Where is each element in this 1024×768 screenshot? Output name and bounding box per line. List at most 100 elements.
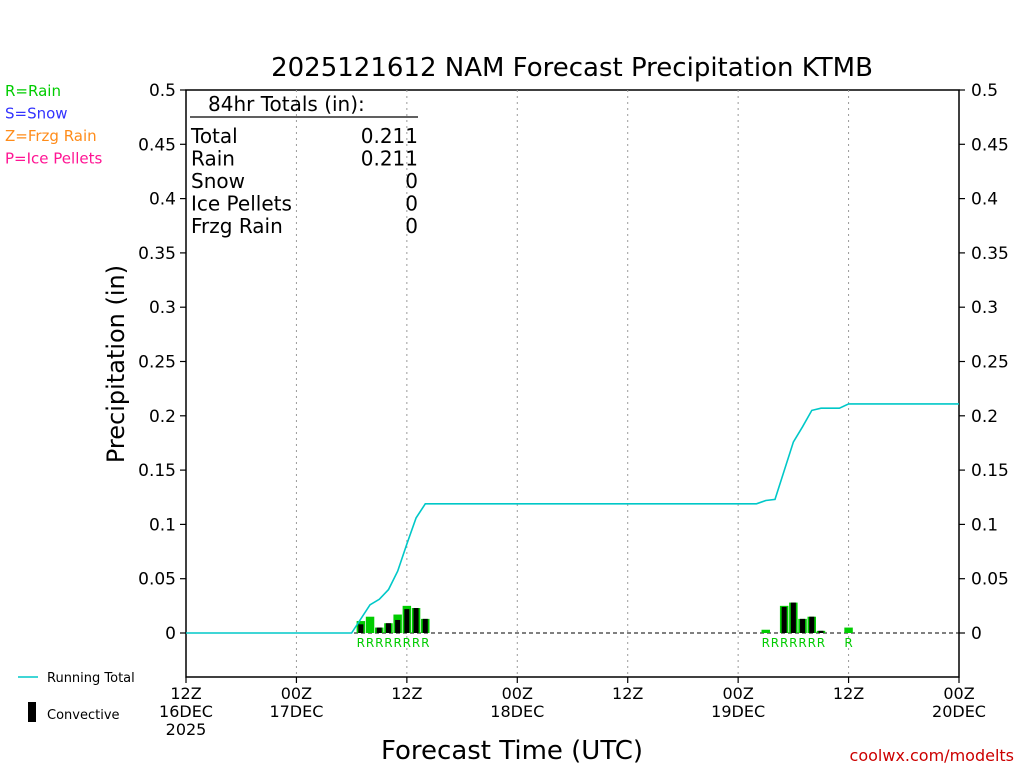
ptype-key-item: Z=Frzg Rain: [5, 127, 97, 145]
ptype-label: R: [817, 636, 825, 650]
y-tick-label-left: 0.1: [149, 515, 176, 535]
y-tick-label-left: 0.4: [149, 190, 176, 210]
x-tick-label: 00Z: [502, 684, 533, 703]
ptype-label: R: [771, 636, 779, 650]
x-tick-label: 00Z: [281, 684, 312, 703]
x-tick-label: 12Z: [391, 684, 422, 703]
ptype-label: R: [366, 636, 374, 650]
y-tick-label-right: 0.25: [971, 353, 1009, 373]
y-axis-ticks: 0 00.05 0.050.1 0.10.15 0.150.2 0.20.25 0.250.…: [138, 81, 1009, 644]
x-axis-label: Forecast Time (UTC): [381, 736, 643, 766]
legend-convective-swatch: [28, 702, 36, 722]
ptype-label: R: [375, 636, 383, 650]
y-tick-label-right: 0: [971, 624, 982, 644]
totals-row-label: Total: [190, 124, 238, 148]
totals-box: 84hr Totals (in): Total 0.211 Rain 0.211 Sno…: [190, 92, 418, 238]
ptype-label: R: [384, 636, 392, 650]
convective-bar: [395, 619, 401, 633]
convective-bar: [781, 606, 787, 633]
chart-title: 2025121612 NAM Forecast Precipitation KT…: [271, 53, 873, 83]
ptype-label: R: [808, 636, 816, 650]
totals-row-value: 0.211: [361, 147, 418, 171]
credit-link[interactable]: coolwx.com/modelts: [850, 746, 1014, 765]
totals-row-value: 0: [405, 214, 418, 238]
ptype-key-item: R=Rain: [5, 82, 61, 100]
ptype-key: R=Rain S=Snow Z=Frzg Rain P=Ice Pellets: [5, 82, 102, 168]
ptype-label: R: [393, 636, 401, 650]
ptype-label: R: [780, 636, 788, 650]
y-tick-label-left: 0.05: [138, 570, 176, 590]
running-total-polyline: [186, 403, 959, 634]
convective-bar: [358, 624, 364, 633]
y-tick-label-right: 0.5: [971, 81, 998, 101]
ptype-label: R: [798, 636, 806, 650]
totals-row-label: Rain: [191, 147, 235, 171]
x-tick-label: 12Z: [170, 684, 201, 703]
convective-bar: [818, 630, 824, 633]
convective-bar: [413, 608, 419, 633]
y-tick-label-right: 0.45: [971, 135, 1009, 155]
vertical-gridlines: [295, 90, 850, 677]
x-tick-label: 16DEC: [159, 702, 213, 721]
ptype-label: R: [789, 636, 797, 650]
legend-convective-label: Convective: [47, 708, 120, 723]
y-tick-label-right: 0.05: [971, 570, 1009, 590]
totals-row-label: Frzg Rain: [191, 214, 283, 238]
x-tick-label: 20DEC: [932, 702, 986, 721]
convective-bar: [800, 618, 806, 633]
ptype-label: R: [844, 636, 852, 650]
y-tick-label-left: 0.15: [138, 461, 176, 481]
rain-bar: [761, 629, 770, 633]
y-tick-label-left: 0.5: [149, 81, 176, 101]
running-total-line: [186, 403, 959, 634]
x-tick-label: 17DEC: [269, 702, 323, 721]
y-tick-label-left: 0.45: [138, 135, 176, 155]
x-tick-label: 19DEC: [711, 702, 765, 721]
totals-row-label: Snow: [191, 169, 245, 193]
y-tick-label-right: 0.35: [971, 244, 1009, 264]
ptype-label: R: [762, 636, 770, 650]
x-tick-label: 00Z: [722, 684, 753, 703]
ptype-key-item: P=Ice Pellets: [5, 150, 102, 168]
x-tick-label: 12Z: [833, 684, 864, 703]
convective-bar: [385, 623, 391, 633]
totals-header: 84hr Totals (in):: [208, 92, 365, 116]
y-tick-label-right: 0.1: [971, 515, 998, 535]
convective-bar: [376, 627, 382, 633]
y-tick-label-left: 0.2: [149, 407, 176, 427]
rain-bar: [844, 627, 853, 633]
ptype-label: R: [412, 636, 420, 650]
rain-bar: [365, 616, 375, 633]
ptype-label: R: [421, 636, 429, 650]
y-tick-label-right: 0.15: [971, 461, 1009, 481]
totals-row-value: 0.211: [361, 124, 418, 148]
convective-bar: [809, 616, 815, 633]
x-tick-label: 00Z: [943, 684, 974, 703]
y-tick-label-left: 0: [165, 624, 176, 644]
totals-row-value: 0: [405, 192, 418, 216]
totals-row-value: 0: [405, 169, 418, 193]
precip-bars: [356, 602, 853, 633]
plot-area: [185, 89, 960, 678]
y-tick-label-left: 0.25: [138, 353, 176, 373]
y-axis-label: Precipitation (in): [102, 265, 130, 463]
legend: Running Total Convective: [18, 671, 135, 723]
convective-bar: [790, 602, 796, 633]
convective-bar: [404, 609, 410, 633]
x-tick-label: 18DEC: [490, 702, 544, 721]
y-tick-label-right: 0.4: [971, 190, 998, 210]
convective-bar: [422, 618, 428, 633]
ptype-label: R: [357, 636, 365, 650]
y-tick-label-right: 0.3: [971, 298, 998, 318]
x-tick-label: 2025: [166, 720, 207, 739]
y-tick-label-left: 0.3: [149, 298, 176, 318]
totals-row-label: Ice Pellets: [191, 192, 292, 216]
ptype-label: R: [403, 636, 411, 650]
legend-running-total-label: Running Total: [47, 671, 135, 686]
y-tick-label-left: 0.35: [138, 244, 176, 264]
ptype-key-item: S=Snow: [5, 105, 68, 123]
x-tick-label: 12Z: [612, 684, 643, 703]
